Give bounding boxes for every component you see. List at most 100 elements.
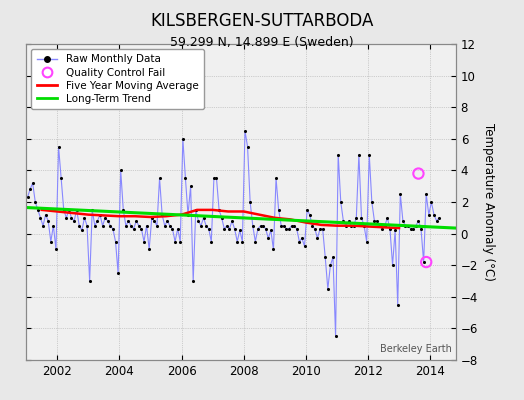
- Point: [78, 227, 86, 234]
- Point: [298, 235, 306, 242]
- Point: [197, 222, 205, 229]
- Point: [261, 226, 270, 232]
- Point: [300, 243, 309, 250]
- Point: [194, 218, 203, 224]
- Point: [383, 214, 391, 221]
- Point: [225, 226, 234, 232]
- Point: [122, 222, 130, 229]
- Point: [155, 175, 163, 182]
- Point: [207, 238, 215, 245]
- Point: [199, 214, 208, 221]
- Point: [223, 222, 231, 229]
- Point: [111, 238, 119, 245]
- Point: [31, 199, 39, 205]
- Point: [80, 214, 89, 221]
- Point: [166, 222, 174, 229]
- Point: [313, 235, 322, 242]
- Y-axis label: Temperature Anomaly (°C): Temperature Anomaly (°C): [482, 123, 495, 281]
- Point: [365, 151, 374, 158]
- Text: 59.299 N, 14.899 E (Sweden): 59.299 N, 14.899 E (Sweden): [170, 36, 354, 49]
- Point: [254, 226, 262, 232]
- Point: [308, 222, 316, 229]
- Point: [339, 218, 347, 224]
- Point: [184, 212, 192, 218]
- Point: [26, 186, 34, 192]
- Point: [344, 218, 353, 224]
- Point: [152, 222, 161, 229]
- Point: [93, 218, 102, 224]
- Point: [375, 222, 384, 229]
- Point: [210, 175, 218, 182]
- Point: [135, 222, 143, 229]
- Point: [96, 212, 104, 218]
- Point: [394, 302, 402, 308]
- Point: [119, 207, 127, 213]
- Legend: Raw Monthly Data, Quality Control Fail, Five Year Moving Average, Long-Term Tren: Raw Monthly Data, Quality Control Fail, …: [31, 49, 204, 109]
- Point: [72, 207, 81, 213]
- Point: [303, 207, 311, 213]
- Point: [65, 207, 73, 213]
- Point: [386, 226, 394, 232]
- Point: [285, 226, 293, 232]
- Text: KILSBERGEN-SUTTARBODA: KILSBERGEN-SUTTARBODA: [150, 12, 374, 30]
- Point: [189, 278, 198, 284]
- Point: [417, 226, 425, 232]
- Point: [350, 222, 358, 229]
- Point: [424, 212, 433, 218]
- Point: [352, 214, 361, 221]
- Point: [70, 218, 78, 224]
- Point: [414, 170, 423, 177]
- Point: [407, 226, 415, 232]
- Point: [321, 254, 330, 260]
- Point: [91, 222, 99, 229]
- Point: [277, 222, 286, 229]
- Point: [412, 222, 420, 229]
- Point: [173, 226, 182, 232]
- Point: [334, 151, 342, 158]
- Point: [380, 222, 389, 229]
- Point: [355, 151, 363, 158]
- Point: [228, 218, 236, 224]
- Point: [23, 194, 31, 200]
- Point: [290, 222, 298, 229]
- Point: [85, 278, 94, 284]
- Point: [215, 207, 223, 213]
- Point: [331, 333, 340, 340]
- Point: [60, 207, 68, 213]
- Point: [145, 246, 154, 253]
- Point: [241, 128, 249, 134]
- Point: [212, 175, 221, 182]
- Point: [132, 218, 140, 224]
- Point: [171, 238, 179, 245]
- Point: [192, 207, 200, 213]
- Point: [160, 222, 169, 229]
- Point: [204, 226, 213, 232]
- Point: [419, 259, 428, 265]
- Point: [409, 226, 418, 232]
- Point: [282, 226, 291, 232]
- Point: [435, 214, 443, 221]
- Point: [422, 191, 430, 197]
- Point: [243, 144, 252, 150]
- Point: [370, 218, 379, 224]
- Point: [187, 183, 195, 189]
- Text: Berkeley Earth: Berkeley Earth: [380, 344, 452, 354]
- Point: [47, 238, 55, 245]
- Point: [88, 207, 96, 213]
- Point: [34, 207, 42, 213]
- Point: [396, 191, 405, 197]
- Point: [267, 227, 275, 234]
- Point: [399, 218, 407, 224]
- Point: [269, 246, 278, 253]
- Point: [238, 238, 247, 245]
- Point: [127, 222, 135, 229]
- Point: [168, 226, 177, 232]
- Point: [251, 238, 259, 245]
- Point: [319, 226, 327, 232]
- Point: [272, 175, 280, 182]
- Point: [143, 222, 151, 229]
- Point: [109, 226, 117, 232]
- Point: [44, 218, 52, 224]
- Point: [401, 222, 410, 229]
- Point: [305, 212, 314, 218]
